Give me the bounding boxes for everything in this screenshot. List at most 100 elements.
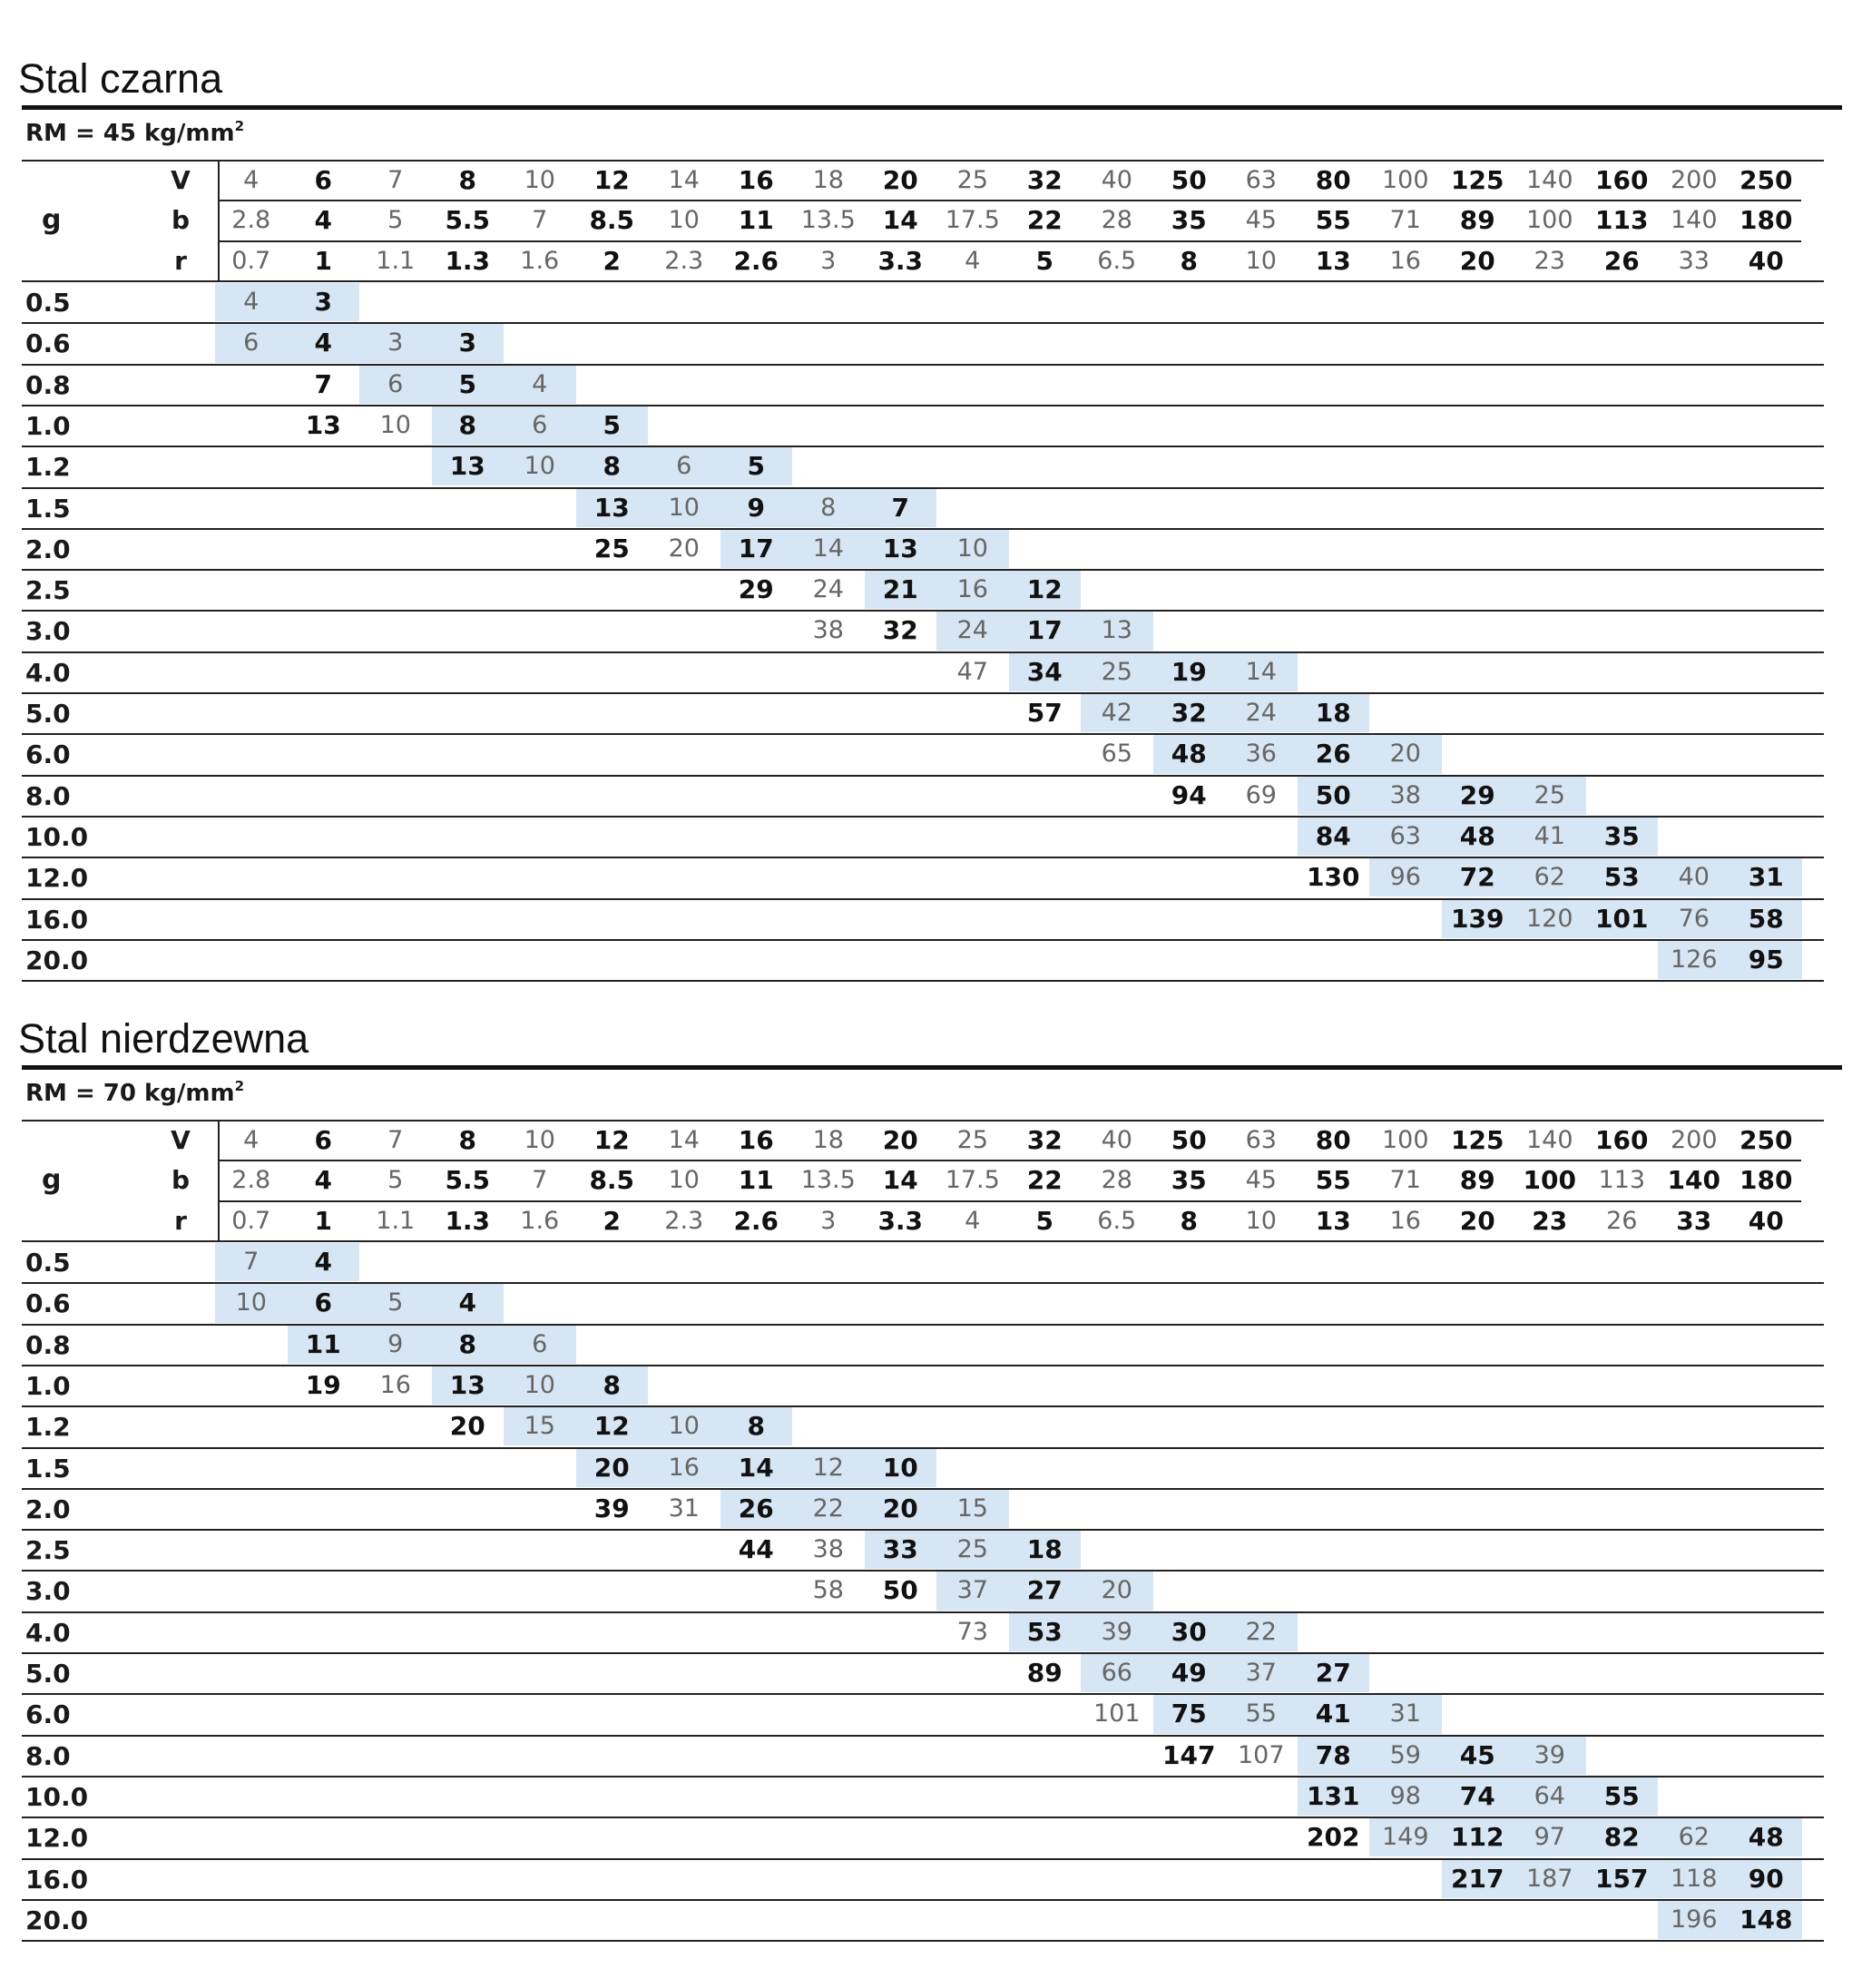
force-cell: 10 — [504, 447, 576, 486]
header-V-cell: 25 — [956, 166, 988, 194]
header-V-cell: 16 — [738, 1125, 774, 1155]
force-cell: 10 — [504, 1366, 576, 1405]
thickness-label: 2.5 — [25, 1535, 71, 1566]
row-separator — [22, 569, 1824, 572]
header-key-r: r — [174, 1206, 187, 1236]
thickness-label: 1.2 — [25, 452, 71, 483]
force-cell: 18 — [1008, 1531, 1081, 1570]
force-cell: 126 — [1658, 940, 1730, 980]
force-cell: 13 — [575, 488, 648, 527]
header-b-cell: 2.8 — [231, 206, 271, 234]
force-cell: 37 — [1225, 1654, 1298, 1693]
row-separator — [22, 404, 1824, 406]
thickness-label: 12.0 — [25, 1823, 89, 1854]
row-separator — [22, 980, 1824, 983]
header-r-cell: 13 — [1315, 1206, 1351, 1236]
force-cell: 76 — [1658, 899, 1730, 938]
force-cell: 31 — [668, 1493, 700, 1523]
header-line-vb — [218, 200, 1801, 201]
row-separator — [22, 1693, 1824, 1696]
header-b-cell: 10 — [668, 206, 700, 234]
header-V-cell: 32 — [1026, 165, 1063, 195]
row-separator — [22, 486, 1824, 489]
header-b-cell: 22 — [1026, 205, 1063, 235]
thickness-label: 2.5 — [25, 575, 71, 606]
header-V-cell: 14 — [668, 166, 700, 194]
header-divider — [218, 160, 220, 280]
force-cell: 94 — [1171, 779, 1207, 810]
header-r-cell: 40 — [1748, 1206, 1784, 1236]
header-V-cell: 4 — [243, 166, 260, 194]
header-V-cell: 100 — [1381, 1126, 1429, 1154]
header-b-cell: 71 — [1389, 1166, 1421, 1194]
force-cell: 24 — [936, 612, 1009, 651]
header-b-cell: 17.5 — [945, 206, 1000, 234]
force-cell: 187 — [1514, 1859, 1586, 1898]
header-V-cell: 8 — [458, 165, 476, 195]
force-cell: 32 — [1152, 694, 1225, 733]
force-cell: 112 — [1441, 1818, 1514, 1857]
row-separator — [22, 1364, 1824, 1366]
header-r-cell: 40 — [1748, 246, 1784, 276]
thickness-label: 1.0 — [25, 410, 71, 441]
force-cell: 57 — [1026, 698, 1063, 728]
force-cell: 12 — [1008, 571, 1081, 610]
force-cell: 10 — [864, 1448, 936, 1487]
force-cell: 19 — [1152, 652, 1225, 691]
header-r-cell: 2.3 — [664, 1207, 704, 1235]
row-separator — [22, 1940, 1824, 1943]
header-b-cell: 113 — [1598, 1166, 1646, 1194]
header-r-cell: 3.3 — [877, 1206, 924, 1236]
header-V-cell: 140 — [1525, 1126, 1573, 1154]
force-cell: 41 — [1297, 1695, 1369, 1734]
header-r-cell: 13 — [1315, 246, 1351, 276]
header-b-cell: 55 — [1315, 205, 1351, 235]
header-r-cell: 3 — [820, 1207, 837, 1235]
header-r-cell: 8 — [1180, 1206, 1198, 1236]
header-b-cell: 100 — [1523, 1165, 1576, 1195]
row-separator — [22, 692, 1824, 694]
force-cell: 6 — [287, 1284, 359, 1323]
header-V-cell: 14 — [668, 1126, 700, 1154]
force-cell: 78 — [1297, 1736, 1369, 1775]
row-separator — [22, 1652, 1824, 1654]
header-V-cell: 63 — [1245, 1126, 1277, 1154]
thickness-label: 0.5 — [25, 288, 71, 318]
header-top-line — [22, 160, 1824, 162]
force-cell: 24 — [1225, 694, 1298, 733]
force-cell: 48 — [1441, 817, 1514, 857]
force-cell: 4 — [215, 283, 288, 322]
force-cell: 139 — [1441, 899, 1514, 938]
header-r-cell: 4 — [965, 247, 981, 275]
force-cell: 202 — [1307, 1822, 1360, 1853]
force-cell: 7 — [314, 368, 332, 399]
force-cell: 14 — [1225, 652, 1298, 691]
force-cell: 25 — [1081, 652, 1153, 691]
rm-text: RM = 45 kg/mm — [25, 120, 235, 147]
header-r-cell: 5 — [1035, 1206, 1054, 1236]
thickness-label: 0.8 — [25, 1329, 71, 1360]
header-b-cell: 14 — [882, 1165, 918, 1195]
row-separator — [22, 857, 1824, 859]
header-r-cell: 23 — [1532, 1206, 1568, 1236]
force-cell: 16 — [379, 1370, 411, 1399]
force-cell: 13 — [1081, 612, 1153, 651]
force-cell: 59 — [1369, 1736, 1442, 1775]
title-rule — [22, 105, 1842, 110]
force-cell: 63 — [1369, 817, 1442, 857]
header-b-cell: 5 — [387, 1166, 404, 1194]
header-r-cell: 4 — [965, 1207, 981, 1235]
force-cell: 53 — [1008, 1612, 1081, 1651]
header-b-cell: 17.5 — [945, 1166, 1000, 1194]
header-V-cell: 25 — [956, 1126, 988, 1154]
force-cell: 90 — [1730, 1859, 1802, 1898]
force-cell: 3 — [359, 324, 432, 363]
header-r-cell: 20 — [1459, 1206, 1495, 1236]
header-b-cell: 100 — [1525, 206, 1573, 234]
header-b-cell: 45 — [1245, 1166, 1277, 1194]
force-cell: 62 — [1514, 858, 1586, 897]
force-cell: 17 — [720, 529, 792, 569]
force-cell: 14 — [792, 529, 865, 569]
header-V-cell: 125 — [1451, 1125, 1504, 1155]
force-cell: 66 — [1081, 1654, 1153, 1693]
